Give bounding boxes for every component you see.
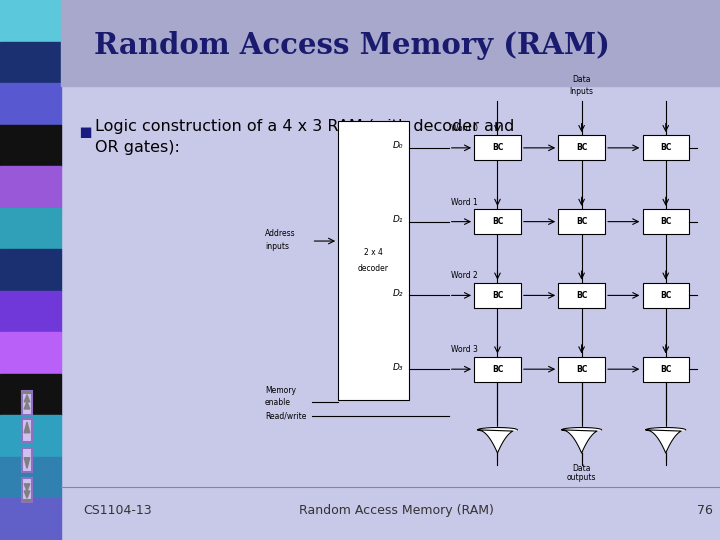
Bar [0,291,61,332]
Text: Address: Address [265,229,296,238]
Bar [559,283,605,308]
Bar [0,457,61,498]
Bar [0,83,61,125]
Text: CS1104-13: CS1104-13 [83,504,151,517]
Text: BC: BC [660,217,672,226]
Text: D₁: D₁ [393,215,404,224]
Text: BC: BC [660,291,672,300]
Bar [642,283,689,308]
Text: D₃: D₃ [393,363,404,372]
Bar [0,125,61,166]
Text: Memory: Memory [265,386,296,395]
Text: Data: Data [572,464,591,472]
Bar [61,0,720,86]
Text: BC: BC [660,364,672,374]
Text: decoder: decoder [358,264,389,273]
Bar [0,498,61,540]
Polygon shape [646,428,685,453]
Bar [0,332,61,374]
Text: D₂: D₂ [393,289,404,298]
Bar [474,135,521,160]
Text: Random Access Memory (RAM): Random Access Memory (RAM) [94,31,609,60]
Bar [559,209,605,234]
Bar [0,249,61,291]
Bar [0,0,61,42]
Text: BC: BC [660,143,672,152]
Polygon shape [24,422,30,433]
Text: Logic construction of a 4 x 3 RAM (with decoder and: Logic construction of a 4 x 3 RAM (with … [95,119,514,134]
Text: inputs: inputs [265,242,289,252]
Text: Data: Data [572,76,591,84]
Text: BC: BC [576,291,588,300]
Bar [559,356,605,382]
Polygon shape [477,428,518,453]
Text: BC: BC [492,291,503,300]
Text: BC: BC [576,143,588,152]
Bar [0,415,61,457]
Text: Word 3: Word 3 [451,345,478,354]
Bar [559,135,605,160]
Bar [474,209,521,234]
Text: BC: BC [492,364,503,374]
Bar [642,356,689,382]
Text: BC: BC [492,217,503,226]
Polygon shape [24,484,30,491]
Bar [0,42,61,83]
Bar [338,120,409,400]
Text: BC: BC [576,217,588,226]
Text: 76: 76 [697,504,713,517]
Text: outputs: outputs [567,474,596,482]
Text: Word 2: Word 2 [451,272,478,280]
Polygon shape [24,458,30,468]
Text: Word 0: Word 0 [451,124,478,133]
Bar [0,374,61,415]
Text: Random Access Memory (RAM): Random Access Memory (RAM) [299,504,493,517]
Text: 2 x 4: 2 x 4 [364,248,383,257]
Bar [22,478,32,502]
Polygon shape [24,491,30,498]
Text: D₀: D₀ [393,141,404,151]
Text: BC: BC [576,364,588,374]
Text: ▪: ▪ [78,122,92,141]
Polygon shape [24,395,30,402]
Bar [22,418,32,442]
Bar [474,356,521,382]
Bar [642,135,689,160]
Bar [22,448,32,472]
Bar [22,391,32,415]
Bar [642,209,689,234]
Bar [0,208,61,249]
Bar [0,166,61,208]
Text: Inputs: Inputs [570,87,593,96]
Polygon shape [24,402,30,409]
Text: OR gates):: OR gates): [95,140,180,156]
Text: Word 1: Word 1 [451,198,478,207]
Polygon shape [562,428,601,453]
Bar [474,283,521,308]
Text: enable: enable [265,397,291,407]
Text: BC: BC [492,143,503,152]
Text: Read/write: Read/write [265,411,307,420]
